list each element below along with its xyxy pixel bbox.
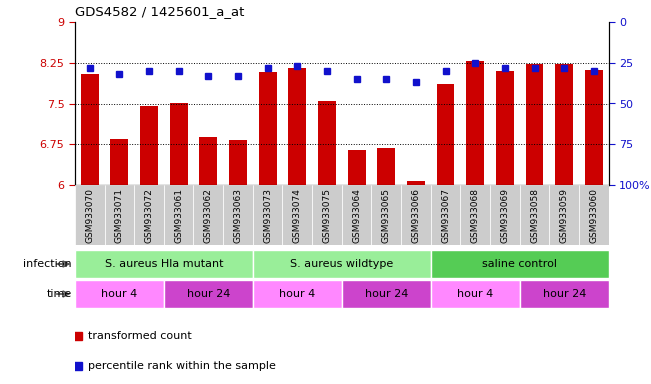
Bar: [258, 72, 277, 185]
Text: hour 4: hour 4: [457, 289, 493, 299]
Bar: [431, 185, 460, 245]
Bar: [81, 74, 98, 185]
Text: GSM933065: GSM933065: [381, 188, 391, 243]
Text: hour 24: hour 24: [365, 289, 408, 299]
Text: GDS4582 / 1425601_a_at: GDS4582 / 1425601_a_at: [75, 5, 244, 18]
Text: GSM933060: GSM933060: [589, 188, 598, 243]
Text: GSM933059: GSM933059: [560, 188, 569, 243]
Bar: [199, 137, 217, 185]
Bar: [193, 185, 223, 245]
Bar: [253, 250, 431, 278]
Bar: [519, 185, 549, 245]
Bar: [407, 180, 425, 185]
Text: hour 24: hour 24: [542, 289, 586, 299]
Bar: [378, 148, 395, 185]
Bar: [111, 139, 128, 185]
Text: percentile rank within the sample: percentile rank within the sample: [88, 361, 276, 371]
Text: GSM933066: GSM933066: [411, 188, 421, 243]
Bar: [579, 185, 609, 245]
Bar: [253, 185, 283, 245]
Bar: [283, 185, 312, 245]
Bar: [288, 68, 306, 185]
Bar: [75, 280, 164, 308]
Text: hour 4: hour 4: [101, 289, 137, 299]
Bar: [253, 280, 342, 308]
Text: transformed count: transformed count: [88, 331, 192, 341]
Text: GSM933063: GSM933063: [234, 188, 242, 243]
Bar: [555, 65, 573, 185]
Text: GSM933067: GSM933067: [441, 188, 450, 243]
Text: GSM933075: GSM933075: [322, 188, 331, 243]
Bar: [525, 65, 544, 185]
Bar: [431, 280, 519, 308]
Bar: [75, 185, 105, 245]
Text: GSM933072: GSM933072: [145, 188, 154, 243]
Bar: [170, 104, 187, 185]
Bar: [490, 185, 519, 245]
Text: hour 4: hour 4: [279, 289, 316, 299]
Bar: [549, 185, 579, 245]
Bar: [496, 71, 514, 185]
Bar: [348, 150, 365, 185]
Text: GSM933062: GSM933062: [204, 188, 213, 243]
Bar: [134, 185, 164, 245]
Bar: [318, 101, 336, 185]
Text: infection: infection: [23, 259, 72, 269]
Bar: [437, 84, 454, 185]
Bar: [229, 141, 247, 185]
Bar: [164, 185, 193, 245]
Text: GSM933073: GSM933073: [263, 188, 272, 243]
Bar: [372, 185, 401, 245]
Text: GSM933061: GSM933061: [174, 188, 183, 243]
Bar: [466, 61, 484, 185]
Text: time: time: [46, 289, 72, 299]
Text: GSM933070: GSM933070: [85, 188, 94, 243]
Bar: [164, 280, 253, 308]
Text: GSM933071: GSM933071: [115, 188, 124, 243]
Text: saline control: saline control: [482, 259, 557, 269]
Text: GSM933074: GSM933074: [293, 188, 302, 243]
Bar: [140, 106, 158, 185]
Text: GSM933058: GSM933058: [530, 188, 539, 243]
Bar: [401, 185, 431, 245]
Bar: [105, 185, 134, 245]
Text: S. aureus wildtype: S. aureus wildtype: [290, 259, 393, 269]
Text: GSM933064: GSM933064: [352, 188, 361, 243]
Bar: [312, 185, 342, 245]
Bar: [342, 185, 372, 245]
Text: S. aureus Hla mutant: S. aureus Hla mutant: [105, 259, 223, 269]
Bar: [460, 185, 490, 245]
Text: GSM933068: GSM933068: [471, 188, 480, 243]
Bar: [342, 280, 431, 308]
Bar: [519, 280, 609, 308]
Bar: [585, 70, 603, 185]
Text: hour 24: hour 24: [187, 289, 230, 299]
Bar: [223, 185, 253, 245]
Bar: [431, 250, 609, 278]
Text: GSM933069: GSM933069: [501, 188, 509, 243]
Bar: [75, 250, 253, 278]
